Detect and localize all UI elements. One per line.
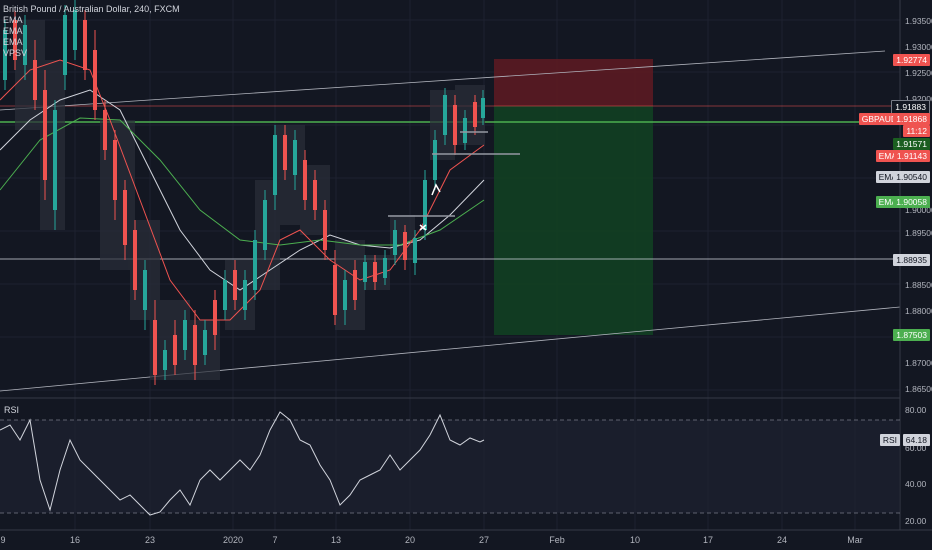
chart-legend: British Pound / Australian Dollar, 240, … (3, 4, 180, 59)
date-tick: 7 (272, 535, 278, 545)
price-tick: 1.90000 (905, 205, 932, 215)
level-tag: 1.91571 (893, 138, 930, 150)
price-tick: 1.92500 (905, 68, 932, 78)
stop-loss-zone[interactable] (494, 59, 653, 106)
price-tick: 1.88500 (905, 280, 932, 290)
date-tick: 2020 (222, 535, 244, 545)
symbol-title[interactable]: British Pound / Australian Dollar, 240, … (3, 4, 180, 14)
last-price-tag: 1.91883 (891, 100, 930, 114)
rsi-name-tag: RSI (879, 434, 900, 446)
rsi-tick: 40.00 (905, 479, 927, 489)
date-tick: 17 (702, 535, 714, 545)
upper-trend-line[interactable] (0, 50, 886, 111)
price-tick: 1.93000 (905, 42, 932, 52)
target-price-tag: 1.87503 (893, 329, 930, 341)
rsi-value-tag: 64.18 (902, 434, 930, 446)
ema-red-tag: 1.91143 (893, 150, 930, 162)
indicator-vpsv[interactable]: VPSV (3, 48, 28, 58)
date-tick: 20 (404, 535, 416, 545)
rsi-band (0, 420, 900, 513)
date-tick: Mar (847, 535, 863, 545)
ema-green (0, 117, 485, 246)
rsi-tick: 20.00 (905, 516, 927, 526)
countdown-tag: 11:12 (903, 125, 930, 137)
price-tick: 1.88000 (905, 306, 932, 316)
candles (3, 0, 485, 385)
date-tick: 13 (330, 535, 342, 545)
stop-price-tag: 1.92774 (893, 54, 930, 66)
date-tick: Feb (549, 535, 565, 545)
indicator-ema-1[interactable]: EMA (3, 15, 23, 25)
price-tick: 1.87000 (905, 358, 932, 368)
rsi-line (0, 411, 485, 516)
rsi-title[interactable]: RSI (4, 405, 20, 415)
price-tick: 1.92000 (905, 94, 932, 104)
price-tick: 1.93500 (905, 16, 932, 26)
drawing-annotations[interactable] (388, 131, 520, 231)
price-tick: 1.89500 (905, 228, 932, 238)
date-tick: 27 (478, 535, 490, 545)
ema-white-tag: 1.90540 (893, 171, 930, 183)
date-tick: 10 (629, 535, 641, 545)
indicator-ema-2[interactable]: EMA (3, 26, 23, 36)
take-profit-zone[interactable] (494, 106, 653, 335)
date-tick: 23 (144, 535, 156, 545)
date-tick: 9 (0, 535, 6, 545)
level-2-tag: 1.88935 (893, 254, 930, 266)
ema-green-tag: 1.90058 (893, 196, 930, 208)
price-tick: 1.86500 (905, 384, 932, 394)
rsi-tick: 60.00 (905, 443, 927, 453)
rsi-tick: 80.00 (905, 405, 927, 415)
indicator-ema-3[interactable]: EMA (3, 37, 23, 47)
symbol-price-tag: 1.91868 (893, 113, 930, 125)
symbol-tag: GBPAUD (858, 113, 900, 125)
date-tick: 24 (776, 535, 788, 545)
date-tick: 16 (69, 535, 81, 545)
